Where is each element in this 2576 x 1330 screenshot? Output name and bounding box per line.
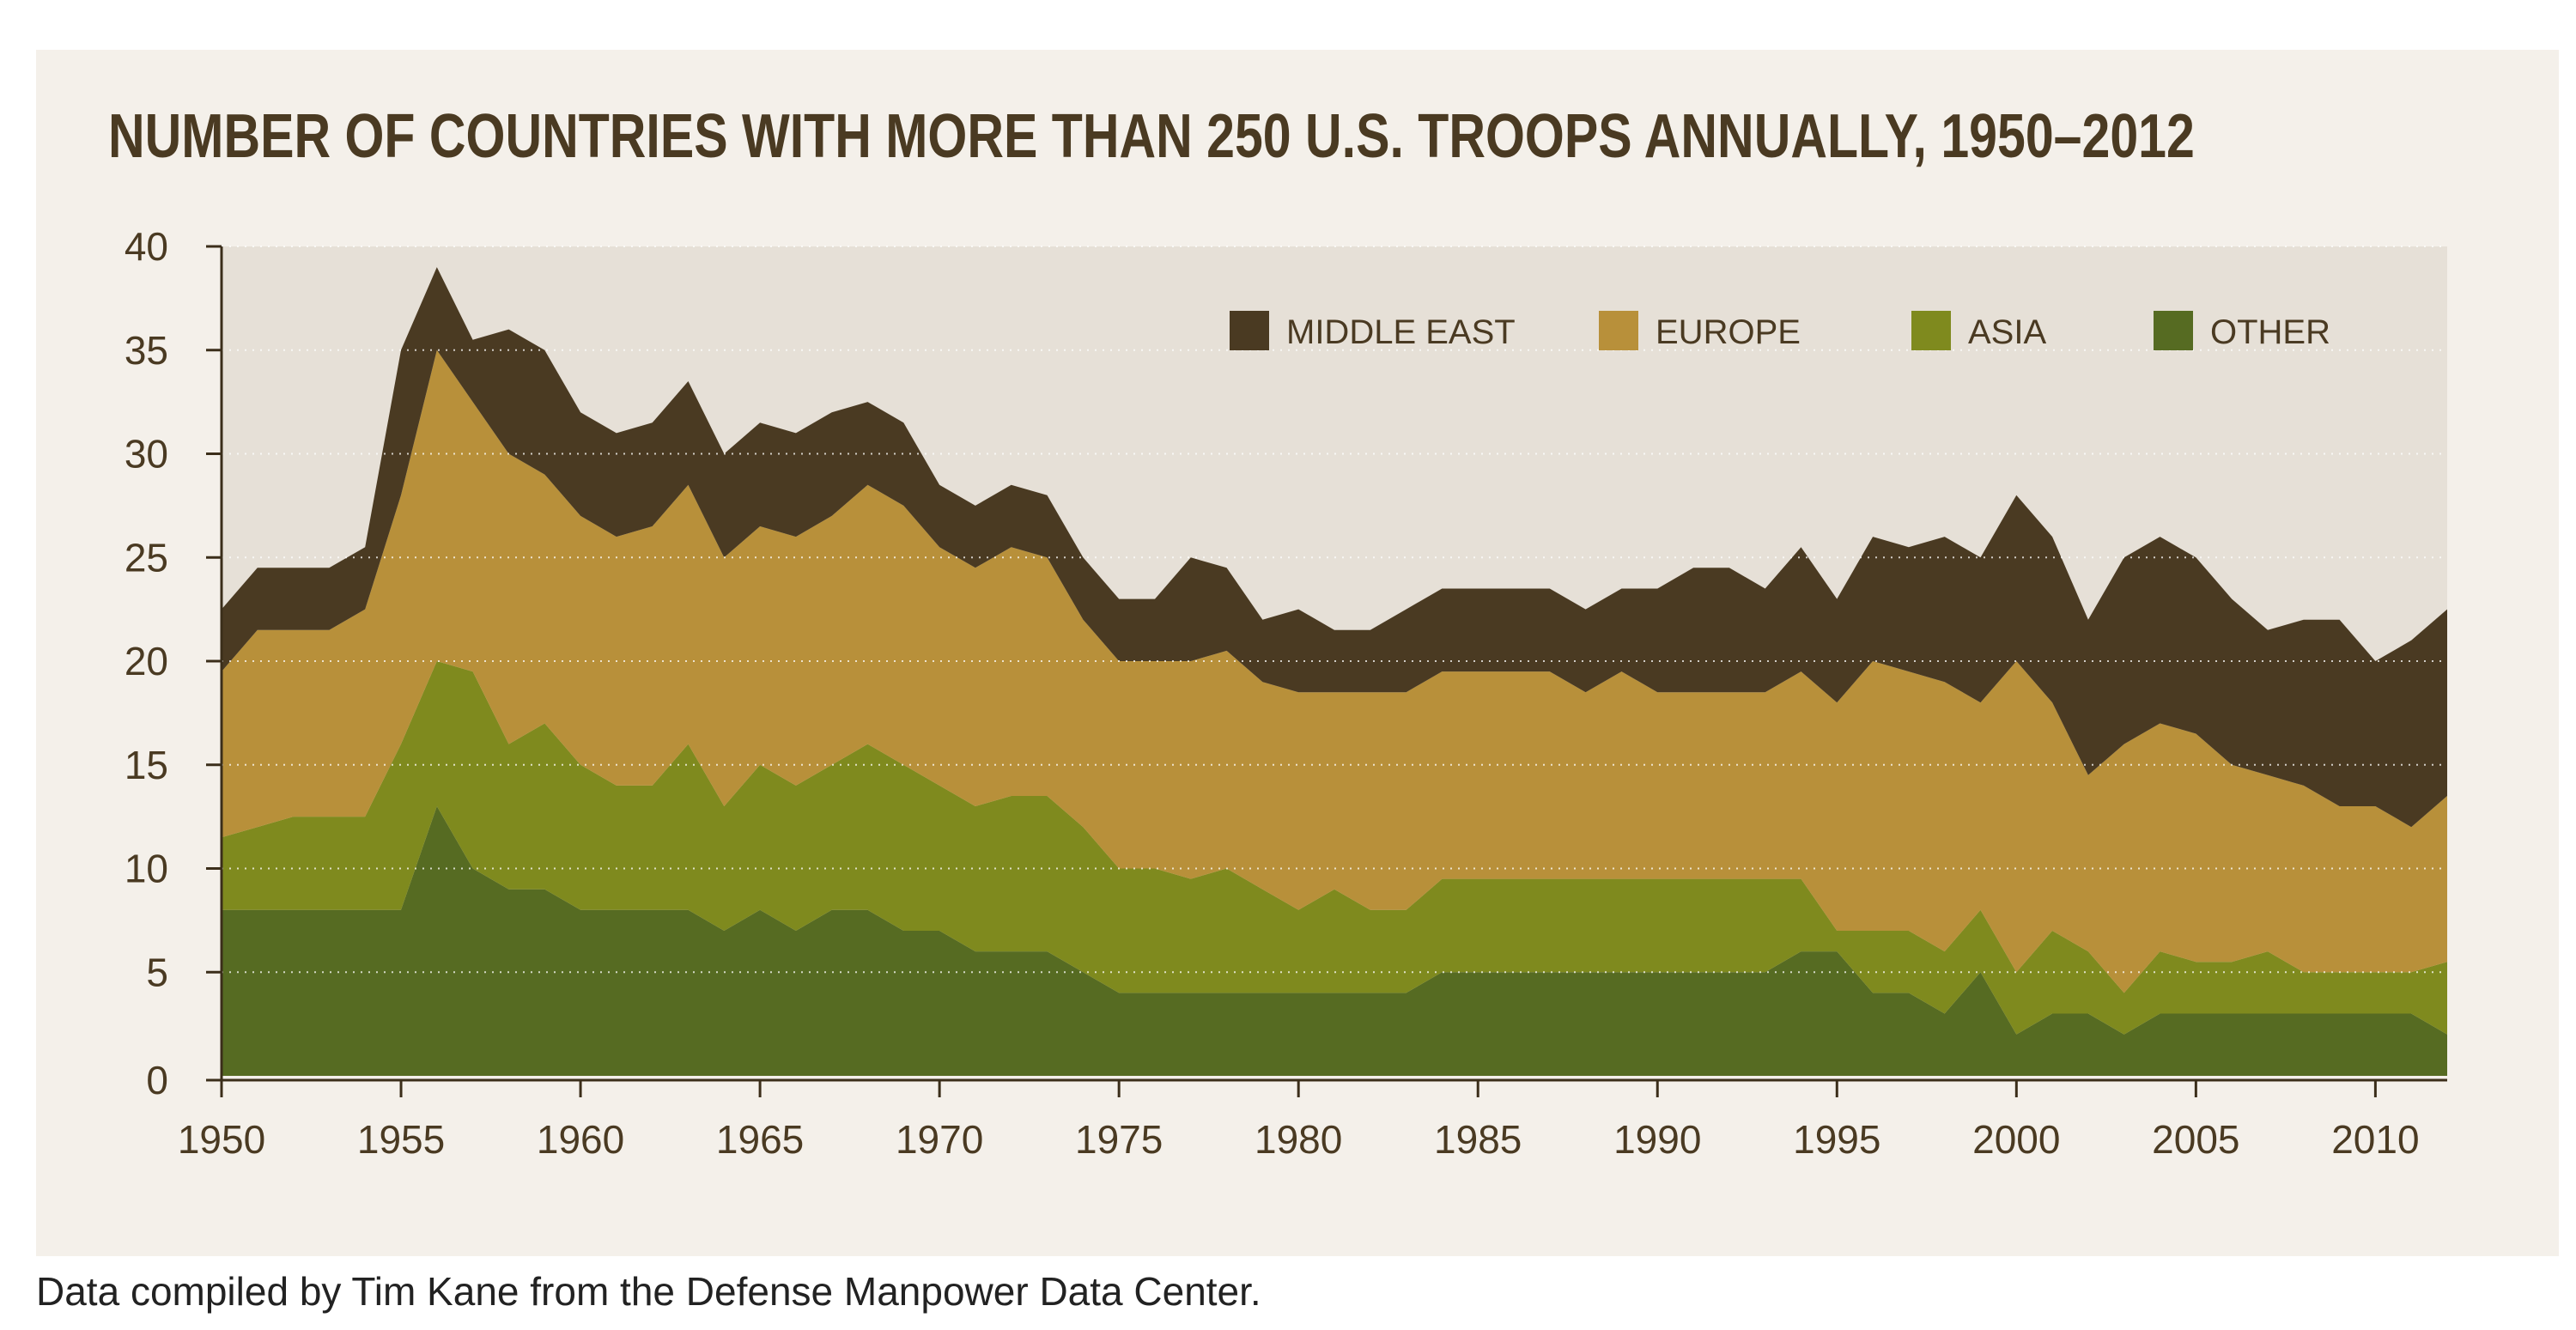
legend: MIDDLE EAST EUROPE ASIA OTHER	[1230, 311, 2330, 351]
x-tick-label-1965: 1965	[716, 1117, 804, 1162]
legend-swatch-asia	[1911, 311, 1951, 350]
legend-label-other: OTHER	[2210, 313, 2330, 351]
y-tick-label-20: 20	[125, 639, 168, 683]
y-tick-label-35: 35	[125, 328, 168, 373]
y-tick-label-10: 10	[125, 847, 168, 891]
x-tick-label-1950: 1950	[178, 1117, 265, 1162]
y-tick-label-40: 40	[125, 224, 168, 269]
grid-lines	[222, 246, 2447, 974]
x-tick-label-1955: 1955	[357, 1117, 445, 1162]
area-other	[222, 806, 2447, 1076]
chart-title: NUMBER OF COUNTRIES WITH MORE THAN 250 U…	[108, 102, 2195, 171]
x-tick-label-1970: 1970	[896, 1117, 983, 1162]
x-tick-label-1975: 1975	[1075, 1117, 1163, 1162]
source-caption: Data compiled by Tim Kane from the Defen…	[36, 1269, 1261, 1314]
legend-swatch-europe	[1599, 311, 1638, 350]
legend-swatch-other	[2154, 311, 2193, 350]
x-tick-label-1960: 1960	[537, 1117, 624, 1162]
legend-label-asia: ASIA	[1968, 313, 2046, 351]
y-tick-label-5: 5	[146, 950, 168, 994]
x-tick-label-1980: 1980	[1255, 1117, 1342, 1162]
y-tick-label-30: 30	[125, 432, 168, 477]
x-tick-label-1990: 1990	[1613, 1117, 1701, 1162]
area-asia	[222, 661, 2447, 1035]
area-europe	[222, 349, 2447, 993]
legend-label-europe: EUROPE	[1656, 313, 1801, 351]
x-tick-label-2010: 2010	[2331, 1117, 2419, 1162]
axes: 0 5 10 15 20 25 30 35 40 1950 1955 1960 1965 1970 1975…	[125, 224, 2447, 1162]
x-tick-label-2000: 2000	[1972, 1117, 2060, 1162]
y-tick-label-25: 25	[125, 535, 168, 580]
legend-swatch-middle-east	[1230, 311, 1269, 350]
y-tick-label-15: 15	[125, 743, 168, 787]
stacked-areas	[222, 267, 2447, 1076]
x-tick-label-1985: 1985	[1434, 1117, 1522, 1162]
legend-label-middle-east: MIDDLE EAST	[1286, 313, 1516, 351]
y-tick-label-0: 0	[146, 1058, 168, 1102]
x-tick-label-1995: 1995	[1793, 1117, 1880, 1162]
area-middle-east	[222, 267, 2447, 828]
x-tick-label-2005: 2005	[2152, 1117, 2239, 1162]
